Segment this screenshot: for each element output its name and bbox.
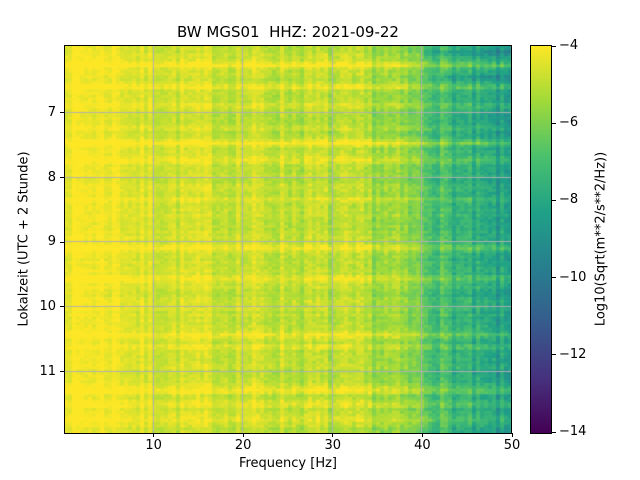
y-tick-label: 7 — [47, 104, 56, 120]
y-tick-mark — [60, 306, 64, 308]
y-tick-label: 9 — [47, 234, 56, 250]
colorbar-tick-label: −10 — [559, 269, 587, 285]
colorbar-tick-label: −14 — [559, 424, 587, 439]
x-tick-mark — [511, 433, 513, 437]
colorbar-label: Log10(Sqrt(m**2/s**2/Hz)) — [593, 151, 609, 327]
y-tick-mark — [60, 371, 64, 373]
colorbar-tick-label: −6 — [559, 115, 579, 131]
y-tick-label: 10 — [39, 298, 56, 314]
y-axis-label: Lokalzeit (UTC + 2 Stunde) — [16, 151, 32, 327]
colorbar-tick-mark — [552, 45, 556, 47]
colorbar-tick-mark — [552, 199, 556, 201]
colorbar-tick-mark — [552, 122, 556, 124]
y-tick-mark — [60, 112, 64, 114]
x-tick-label: 30 — [324, 438, 342, 453]
x-tick-mark — [242, 433, 244, 437]
x-tick-mark — [421, 433, 423, 437]
colorbar-tick-label: −4 — [559, 38, 579, 53]
x-tick-label: 40 — [414, 438, 431, 453]
x-tick-label: 10 — [145, 438, 162, 453]
x-axis-label: Frequency [Hz] — [238, 456, 338, 471]
y-tick-mark — [60, 241, 64, 243]
colorbar — [530, 45, 552, 434]
spectrogram-canvas — [64, 45, 512, 433]
y-tick-label: 11 — [39, 363, 56, 379]
colorbar-tick-mark — [552, 277, 556, 279]
x-tick-mark — [153, 433, 155, 437]
x-tick-label: 20 — [234, 438, 252, 453]
y-tick-label: 8 — [47, 169, 56, 185]
colorbar-tick-mark — [552, 431, 556, 433]
x-tick-label: 50 — [503, 438, 521, 453]
y-tick-mark — [60, 177, 64, 179]
colorbar-tick-label: −12 — [559, 346, 587, 362]
colorbar-tick-mark — [552, 354, 556, 356]
colorbar-tick-label: −8 — [559, 192, 579, 208]
plot-title: BW MGS01 HHZ: 2021-09-22 — [177, 23, 399, 41]
x-tick-mark — [332, 433, 334, 437]
